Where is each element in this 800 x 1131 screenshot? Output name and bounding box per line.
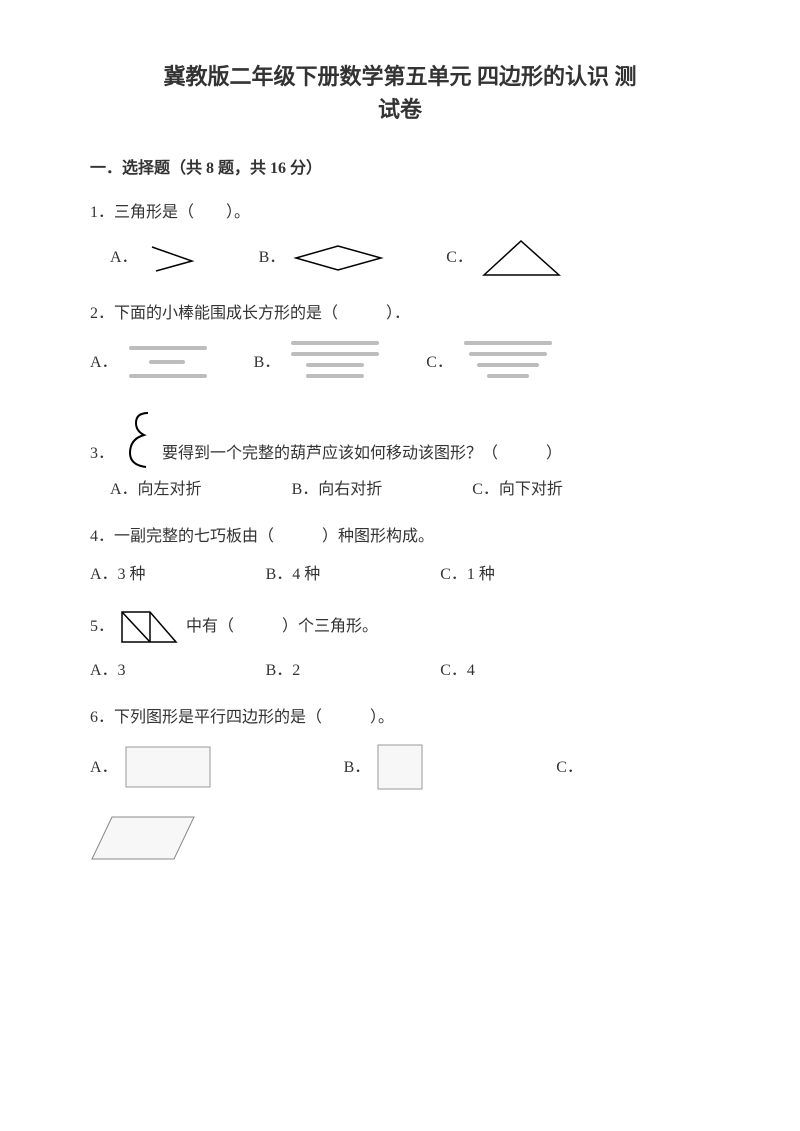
triangle-icon xyxy=(479,237,564,279)
q4-text: 4．一副完整的七巧板由（ ）种图形构成。 xyxy=(90,524,710,550)
q5-row: 5． 中有（ ）个三角形。 xyxy=(90,610,710,644)
trapezoid-shape-icon xyxy=(120,610,180,644)
q2-a-label: A． xyxy=(90,350,118,376)
q3-options: A．向左对折 B．向右对折 C．向下对折 xyxy=(90,477,710,503)
open-angle-icon xyxy=(144,239,209,277)
q5-options: A．3 B．2 C．4 xyxy=(90,658,710,684)
q2-text: 2．下面的小棒能围成长方形的是（ ）． xyxy=(90,301,710,327)
q6-option-c: C． xyxy=(556,755,589,781)
q4-options: A．3 种 B．4 种 C．1 种 xyxy=(90,562,710,588)
q4-a: A．3 种 xyxy=(90,562,146,588)
q6-a-label: A． xyxy=(90,755,118,781)
q3-c: C．向下对折 xyxy=(472,477,563,503)
q2-c-label: C． xyxy=(426,350,453,376)
q1-option-c: C． xyxy=(446,237,564,279)
q6-option-b: B． xyxy=(344,743,427,793)
question-4: 4．一副完整的七巧板由（ ）种图形构成。 A．3 种 B．4 种 C．1 种 xyxy=(90,524,710,587)
q6-c-label: C． xyxy=(556,755,583,781)
q1-option-b: B． xyxy=(259,242,387,274)
question-3: 3． 要得到一个完整的葫芦应该如何移动该图形？（ ） A．向左对折 B．向右对折… xyxy=(90,409,710,503)
rectangle-shape-icon xyxy=(124,745,214,791)
q3-a: A．向左对折 xyxy=(110,477,202,503)
q1-b-label: B． xyxy=(259,245,286,271)
half-gourd-icon xyxy=(118,409,158,471)
q6-b-label: B． xyxy=(344,755,371,781)
q5-a: A．3 xyxy=(90,658,126,684)
title-line-2: 试卷 xyxy=(378,97,422,122)
q2-b-label: B． xyxy=(254,350,281,376)
q2-option-a: A． xyxy=(90,343,214,383)
section-1-heading: 一．选择题（共 8 题，共 16 分） xyxy=(90,156,710,182)
q4-b: B．4 种 xyxy=(266,562,321,588)
q1-text: 1．三角形是（ ）。 xyxy=(90,200,710,226)
q3-number: 3． xyxy=(90,441,114,467)
sticks-a-icon xyxy=(124,343,214,383)
sticks-c-icon xyxy=(459,339,559,387)
q3-row: 3． 要得到一个完整的葫芦应该如何移动该图形？（ ） xyxy=(90,409,710,467)
question-6: 6．下列图形是平行四边形的是（ ）。 A． B． C． xyxy=(90,705,710,863)
q4-c: C．1 种 xyxy=(440,562,495,588)
q6-option-a: A． xyxy=(90,745,214,791)
q5-c: C．4 xyxy=(440,658,475,684)
q1-c-label: C． xyxy=(446,245,473,271)
rhombus-icon xyxy=(291,242,386,274)
question-2: 2．下面的小棒能围成长方形的是（ ）． A． B． C． xyxy=(90,301,710,387)
question-1: 1．三角形是（ ）。 A． B． C． xyxy=(90,200,710,280)
question-5: 5． 中有（ ）个三角形。 A．3 B．2 C．4 xyxy=(90,610,710,684)
q2-option-c: C． xyxy=(426,339,559,387)
q5-post: 中有（ ）个三角形。 xyxy=(186,614,378,640)
q6-options: A． B． C． xyxy=(90,743,710,793)
q1-a-label: A． xyxy=(110,245,138,271)
parallelogram-shape-icon xyxy=(90,813,200,863)
q1-options: A． B． C． xyxy=(90,237,710,279)
sticks-b-icon xyxy=(286,339,386,387)
q3-b: B．向右对折 xyxy=(292,477,383,503)
q2-option-b: B． xyxy=(254,339,387,387)
q3-text: 要得到一个完整的葫芦应该如何移动该图形？（ ） xyxy=(162,441,562,467)
q1-option-a: A． xyxy=(110,239,209,277)
square-shape-icon xyxy=(376,743,426,793)
q6-parallelogram-row xyxy=(90,813,710,863)
q5-b: B．2 xyxy=(266,658,301,684)
q6-text: 6．下列图形是平行四边形的是（ ）。 xyxy=(90,705,710,731)
q5-pre: 5． xyxy=(90,614,114,640)
title-line-1: 冀教版二年级下册数学第五单元 四边形的认识 测 xyxy=(163,64,636,89)
page-title: 冀教版二年级下册数学第五单元 四边形的认识 测 试卷 xyxy=(90,60,710,126)
q2-options: A． B． C． xyxy=(90,339,710,387)
